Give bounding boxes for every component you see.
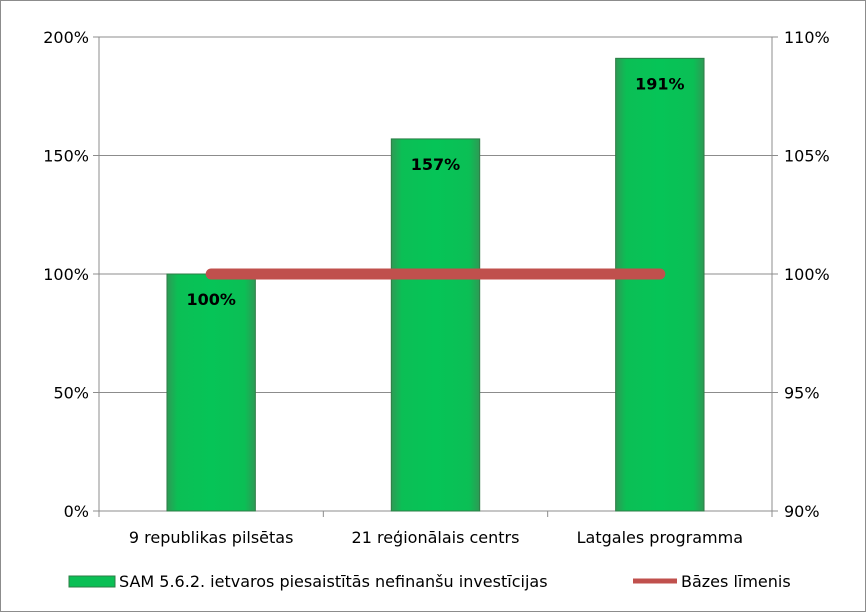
right-axis-tick-label: 95% [784, 384, 820, 403]
bar-data-label: 100% [186, 290, 235, 309]
bar [615, 57, 705, 512]
bar [166, 273, 256, 512]
left-axis-tick-label: 200% [43, 28, 89, 47]
x-axis-tick-label: 21 reģionālais centrs [352, 528, 520, 547]
right-axis-tick-label: 100% [784, 265, 830, 284]
left-axis-tick-label: 150% [43, 147, 89, 166]
legend-label-baseline: Bāzes līmenis [681, 572, 791, 591]
data-labels: 100% 157% 191% [186, 74, 684, 309]
right-axis-tick-label: 90% [784, 502, 820, 521]
legend-swatch-investments [68, 575, 116, 588]
bar [390, 138, 481, 512]
axes: 0% 50% 100% 150% 200% 90% 95% 100% 105% 110% 9 rep… [43, 28, 830, 547]
legend-label-investments: SAM 5.6.2. ietvaros piesaistītās nefinan… [119, 572, 548, 591]
right-axis-tick-label: 110% [784, 28, 830, 47]
legend: SAM 5.6.2. ietvaros piesaistītās nefinan… [68, 572, 791, 591]
legend-item-investments: SAM 5.6.2. ietvaros piesaistītās nefinan… [68, 572, 548, 591]
right-axis-tick-label: 105% [784, 147, 830, 166]
left-axis-tick-label: 100% [43, 265, 89, 284]
bars [166, 57, 705, 512]
left-axis-tick-label: 0% [64, 502, 89, 521]
x-axis-tick-label: 9 republikas pilsētas [129, 528, 294, 547]
bar-data-label: 157% [411, 155, 460, 174]
bar-data-label: 191% [635, 74, 684, 93]
left-axis-tick-label: 50% [53, 384, 89, 403]
x-axis-tick-label: Latgales programma [577, 528, 743, 547]
legend-item-baseline: Bāzes līmenis [633, 572, 791, 591]
